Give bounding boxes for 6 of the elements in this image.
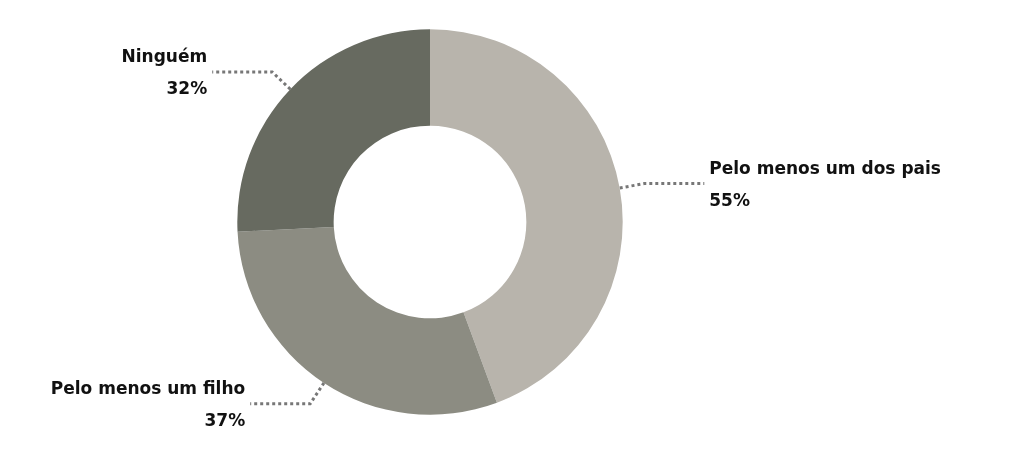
slice-label: Pelo menos um filho (50, 377, 246, 398)
slice-label: Ninguém (121, 46, 208, 67)
data-label: 32% (166, 78, 208, 99)
data-label: 37% (204, 409, 246, 430)
data-label: 55% (709, 189, 750, 210)
slice-label: Pelo menos um dos pais (709, 157, 941, 178)
